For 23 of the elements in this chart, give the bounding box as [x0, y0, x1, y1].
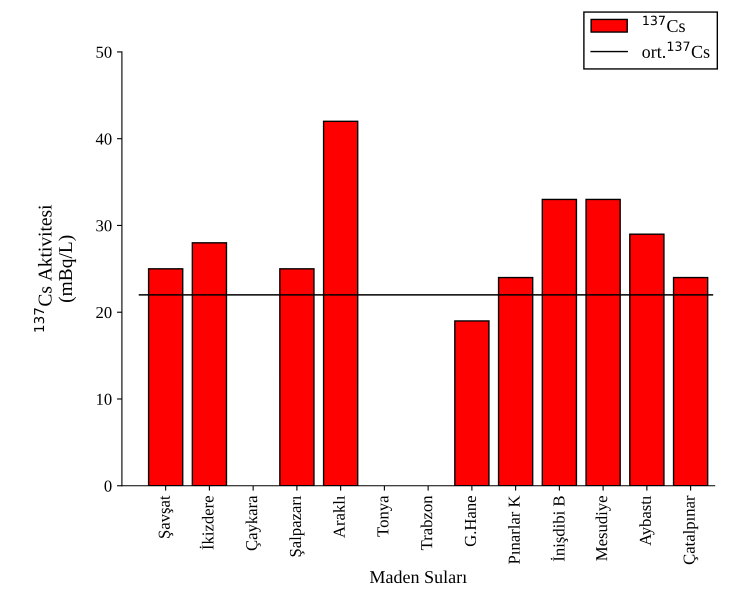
- x-tick-label: İkizdere: [200, 496, 214, 550]
- x-tick-label: Pınarlar K: [508, 496, 520, 564]
- y-tick-label: 40: [96, 133, 112, 145]
- x-tick-label: Çatalpınar: [683, 496, 698, 564]
- x-tick-label: Çaykara: [246, 496, 261, 550]
- x-tick-label: G.Hane: [464, 496, 476, 546]
- x-tick-label: Trabzon: [420, 496, 432, 550]
- y-tick-label: 50: [96, 46, 112, 58]
- y-tick-label: 10: [96, 394, 112, 405]
- x-tick-label: Aybastı: [639, 496, 654, 546]
- x-axis-title: Maden Suları: [370, 570, 467, 584]
- x-tick-label: Araklı: [333, 496, 345, 538]
- y-tick-label: 20: [96, 306, 112, 318]
- y-tick-label: 30: [96, 220, 112, 232]
- y-tick-label: 0: [104, 480, 112, 492]
- x-tick-label: Şalpazarı: [289, 496, 304, 556]
- x-tick-label: Tonya: [377, 496, 392, 537]
- legend-label: ort.$^{137}$Cs: [642, 41, 710, 58]
- x-tick-label: İnişdibi B: [550, 496, 568, 562]
- y-axis-title: $^{137}$Cs Aktivitesi (mBq/L): [34, 204, 76, 332]
- x-tick-label: Şavşat: [158, 496, 174, 538]
- legend-label: $^{137}$Cs: [643, 16, 685, 32]
- x-tick-label: Mesudiye: [596, 496, 611, 561]
